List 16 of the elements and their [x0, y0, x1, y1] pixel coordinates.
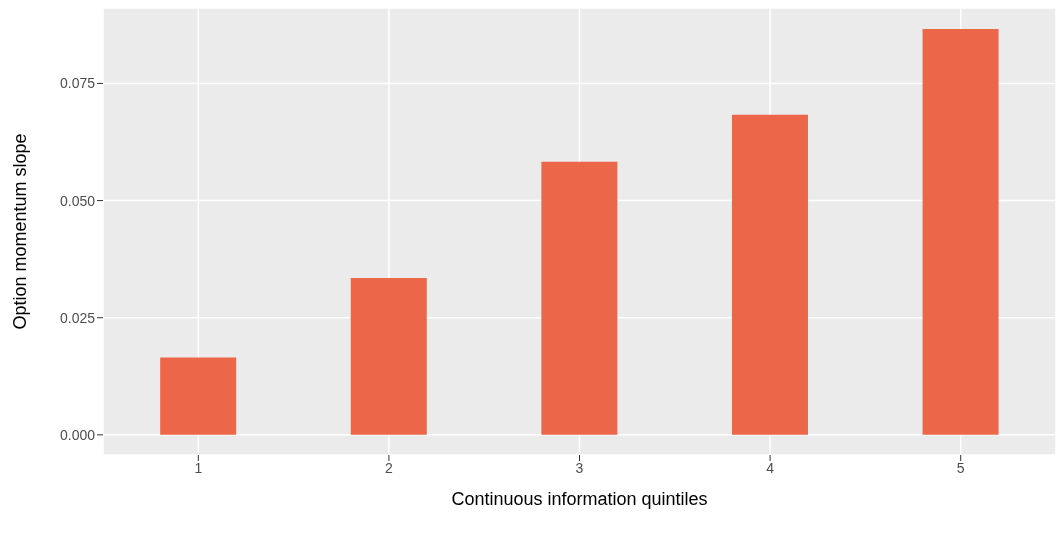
x-tick-label: 2: [385, 459, 393, 476]
bar: [541, 161, 618, 435]
y-tick-label: 0.000: [59, 426, 96, 443]
bar: [922, 29, 999, 435]
y-axis-title: Option momentum slope: [10, 133, 31, 330]
x-tick-label: 1: [194, 459, 203, 476]
x-tick-label: 4: [766, 459, 775, 476]
x-tick-label: 5: [956, 459, 965, 476]
x-axis-title: Continuous information quintiles: [451, 489, 708, 509]
y-tick-label: 0.075: [59, 75, 96, 92]
bar: [160, 357, 237, 435]
x-tick-label: 3: [575, 459, 584, 476]
y-tick-label: 0.050: [59, 192, 96, 209]
bar: [731, 114, 808, 435]
bar: [350, 277, 427, 435]
y-tick-label: 0.025: [59, 309, 96, 326]
